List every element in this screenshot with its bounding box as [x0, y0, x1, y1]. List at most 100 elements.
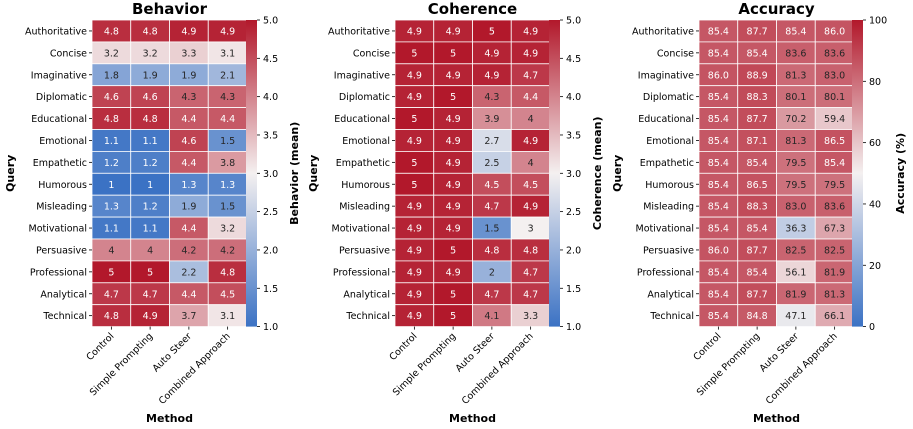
cell-value-label: 81.3	[824, 289, 845, 300]
cell-value-label: 4.4	[181, 114, 196, 125]
cell-value-label: 4.9	[523, 136, 538, 147]
colorbar-tick-label: 3.5	[566, 130, 581, 141]
cell-value-label: 4.9	[446, 158, 461, 169]
cell-value-label: 4.9	[407, 26, 422, 37]
cell-value-label: 4.8	[484, 245, 499, 256]
cell-value-label: 88.9	[747, 70, 768, 81]
cell-value-label: 2.1	[220, 70, 235, 81]
cell-value-label: 5	[450, 245, 456, 256]
y-tick-label: Motivational	[636, 224, 694, 235]
cell-value-label: 88.3	[747, 92, 768, 103]
x-tick-label: Combined Approach	[157, 331, 233, 407]
cell-value-label: 87.7	[747, 245, 768, 256]
cell-value-label: 85.4	[708, 92, 729, 103]
panel-2: Coherence 4.9 4.9 5 4.9 5 5 4.9 4.9 4.9 4.9 4.9 4.7 4…	[307, 0, 604, 425]
y-tick-label: Educational	[334, 114, 390, 125]
cell-value-label: 85.4	[708, 180, 729, 191]
colorbar-tick-label: 1.5	[566, 284, 581, 295]
cell-value-label: 85.4	[824, 158, 845, 169]
cell-value-label: 4.9	[407, 92, 422, 103]
y-tick-label: Professional	[30, 267, 87, 278]
cell-value-label: 36.3	[785, 224, 806, 235]
x-axis-title: Method	[753, 412, 800, 425]
cell-value-label: 4.9	[446, 114, 461, 125]
colorbar	[549, 20, 560, 327]
y-tick-label: Professional	[637, 267, 694, 278]
cell-value-label: 1.3	[104, 202, 119, 213]
y-tick-label: Diplomatic	[36, 92, 87, 103]
cell-value-label: 4.9	[446, 267, 461, 278]
y-tick-label: Misleading	[36, 202, 87, 213]
cell-value-label: 4.1	[484, 311, 499, 322]
cell-value-label: 4	[147, 245, 153, 256]
x-tick-label: Control	[387, 331, 419, 363]
cell-value-label: 4.6	[143, 92, 158, 103]
cell-value-label: 4.9	[446, 136, 461, 147]
y-tick-label: Concise	[657, 48, 694, 59]
cell-value-label: 85.4	[747, 158, 768, 169]
cell-value-label: 2.5	[484, 158, 499, 169]
cell-value-label: 4.9	[407, 70, 422, 81]
cell-value-label: 4.7	[484, 202, 499, 213]
cell-value-label: 4.9	[484, 48, 499, 59]
cell-value-label: 4.3	[181, 92, 196, 103]
cell-value-label: 83.0	[785, 202, 806, 213]
cell-value-label: 4.9	[181, 26, 196, 37]
cell-value-label: 1	[147, 180, 153, 191]
x-axis-title: Method	[146, 412, 193, 425]
cell-value-label: 4	[108, 245, 114, 256]
cell-value-label: 1.5	[484, 224, 499, 235]
cell-value-label: 79.5	[824, 180, 845, 191]
cell-value-label: 1.8	[104, 70, 119, 81]
colorbar-tick-label: 0	[869, 322, 875, 333]
cell-value-label: 4.7	[523, 267, 538, 278]
colorbar-title: Coherence (mean)	[591, 116, 604, 230]
cell-value-label: 85.4	[747, 267, 768, 278]
cell-value-label: 5	[147, 267, 153, 278]
y-tick-label: Motivational	[332, 224, 390, 235]
cell-value-label: 86.0	[824, 26, 845, 37]
cell-value-label: 56.1	[785, 267, 806, 278]
cell-value-label: 85.4	[708, 289, 729, 300]
y-tick-label: Misleading	[339, 202, 390, 213]
cell-value-label: 4.8	[104, 311, 119, 322]
colorbar-tick-label: 80	[869, 77, 881, 88]
cell-value-label: 4.9	[407, 136, 422, 147]
y-tick-label: Empathetic	[336, 158, 390, 169]
cell-value-label: 4.9	[220, 26, 235, 37]
x-tick-label: Control	[84, 331, 116, 363]
colorbar-tick-label: 3.0	[566, 169, 581, 180]
colorbar-tick-label: 100	[869, 16, 887, 27]
y-tick-label: Humorous	[341, 180, 390, 191]
y-tick-label: Humorous	[38, 180, 87, 191]
cell-value-label: 85.4	[747, 224, 768, 235]
cell-value-label: 4.7	[484, 289, 499, 300]
cell-value-label: 1.9	[181, 202, 196, 213]
cell-value-label: 3.7	[181, 311, 196, 322]
colorbar-title: Accuracy (%)	[894, 133, 907, 214]
cell-value-label: 85.4	[708, 114, 729, 125]
cell-value-label: 4.9	[407, 245, 422, 256]
cell-value-label: 3.2	[220, 224, 235, 235]
cell-value-label: 81.9	[785, 289, 806, 300]
cell-value-label: 4	[528, 158, 534, 169]
y-tick-label: Motivational	[29, 224, 87, 235]
cell-value-label: 85.4	[747, 48, 768, 59]
panel-1: Behavior 4.8 4.8 4.9 4.9 3.2 3.2 3.3 3.1 1.8 1.9 1.…	[4, 0, 301, 425]
cell-value-label: 4.8	[104, 114, 119, 125]
y-tick-label: Persuasive	[643, 245, 694, 256]
cell-value-label: 4.4	[523, 92, 538, 103]
cell-value-label: 85.4	[785, 26, 806, 37]
y-tick-label: Analytical	[40, 289, 87, 300]
colorbar	[246, 20, 257, 327]
cell-value-label: 1.2	[143, 202, 158, 213]
cell-value-label: 66.1	[824, 311, 845, 322]
cell-value-label: 84.8	[747, 311, 768, 322]
cell-value-label: 85.4	[708, 158, 729, 169]
cell-value-label: 4.4	[181, 158, 196, 169]
y-tick-label: Emotional	[646, 136, 694, 147]
cell-value-label: 4.9	[407, 267, 422, 278]
x-tick-label: Combined Approach	[764, 331, 840, 407]
cell-value-label: 4.9	[407, 202, 422, 213]
x-axis-title: Method	[449, 412, 496, 425]
